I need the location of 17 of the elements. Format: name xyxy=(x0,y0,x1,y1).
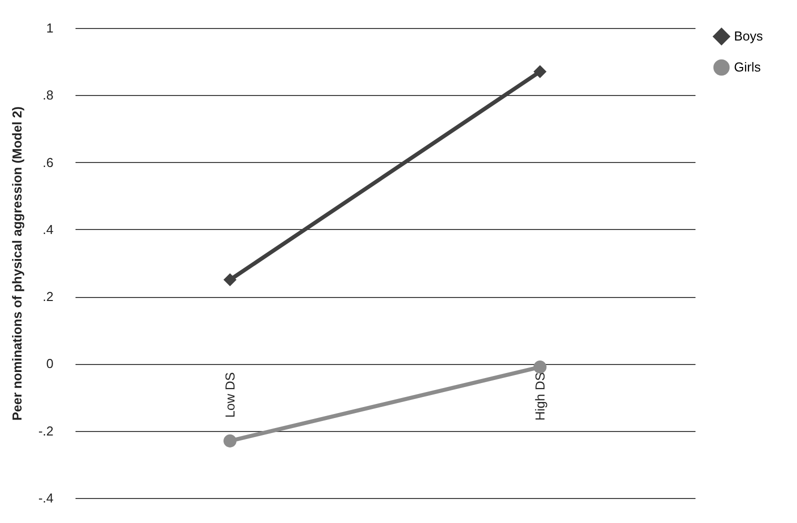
y-tick-label: .2 xyxy=(42,289,54,304)
y-tick-label: 1 xyxy=(46,20,54,36)
y-tick-label: 0 xyxy=(46,356,54,372)
point xyxy=(223,434,237,448)
legend-label: Girls xyxy=(734,60,762,74)
point xyxy=(533,65,547,78)
y-tick-label: .8 xyxy=(42,88,54,103)
y-axis-title: Peer nominations of physical aggression (Model 2) xyxy=(9,106,24,421)
y-tick-label: -.4 xyxy=(38,490,54,506)
point xyxy=(223,273,237,286)
y-tick-label: -.2 xyxy=(38,423,54,438)
y-tick-label: .4 xyxy=(42,222,54,237)
point xyxy=(533,360,547,374)
x-tick-label: High DS xyxy=(532,372,548,421)
y-tick-label: .6 xyxy=(42,154,54,170)
legend-label: Boys xyxy=(734,28,764,44)
x-tick-label: Low DS xyxy=(222,372,238,418)
